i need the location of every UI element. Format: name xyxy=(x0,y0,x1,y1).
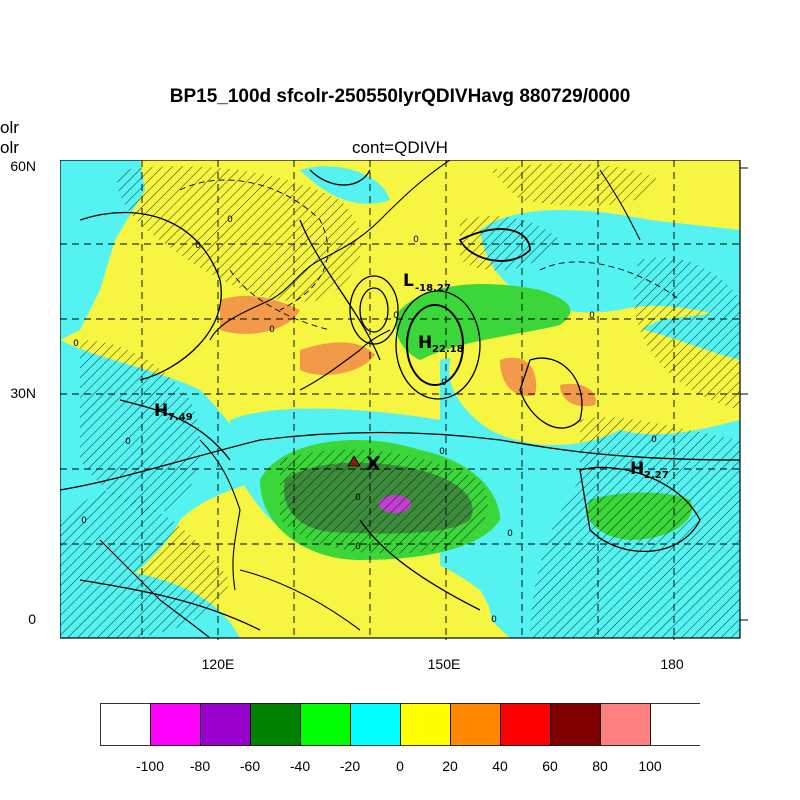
contour-top xyxy=(309,169,371,186)
high-marker-3-value: 2.27 xyxy=(644,470,669,481)
contour-dashed-3 xyxy=(229,269,331,331)
lat-label-60n: 60N xyxy=(10,158,36,174)
contour-high-inner xyxy=(406,304,464,386)
coastline-kamchatka xyxy=(599,169,641,241)
contour-label-zero: 0 xyxy=(195,241,201,251)
colorbar-label: -60 xyxy=(239,758,261,774)
contour-dashed-2 xyxy=(539,261,681,301)
contour-label-zero: 0 xyxy=(491,615,497,625)
lon-label-150e: 150E xyxy=(427,656,461,672)
lon-label-180: 180 xyxy=(660,656,684,672)
contour-high-outer xyxy=(395,290,481,400)
shading-orange-2 xyxy=(300,342,375,375)
shading-orange-1 xyxy=(220,295,300,334)
colorbar-cell xyxy=(200,703,251,746)
colorbar-cell xyxy=(400,703,451,746)
hatch-region-3 xyxy=(60,490,230,638)
map-plot: 0 0 0 0 0 0 0 0 0 0 0 0 0 0 0 0 H 7.49 H… xyxy=(60,160,748,640)
contour-label-zero: 0 xyxy=(439,447,445,457)
high-marker-1-value: 7.49 xyxy=(168,412,193,423)
colorbar-cell xyxy=(450,703,501,746)
lon-label-120e: 120E xyxy=(201,656,235,672)
contour-east-south-loop xyxy=(579,466,701,553)
coastline-borneo xyxy=(99,539,211,638)
shading-yellow-south xyxy=(316,540,492,638)
contour-low-inner xyxy=(359,287,389,333)
map-frame xyxy=(60,160,741,639)
contour-label-zero: 0 xyxy=(413,235,419,245)
colorbar-cell xyxy=(350,703,401,746)
low-marker-value: -18.27 xyxy=(415,283,451,294)
colorbar-label: -40 xyxy=(289,758,311,774)
colorbar-label: -80 xyxy=(189,758,211,774)
x-marker: X xyxy=(366,453,381,475)
high-marker-2-letter: H xyxy=(418,333,432,353)
contour-dashed-1 xyxy=(179,179,329,311)
hatch-region-1 xyxy=(117,166,362,302)
contour-label-zero: 0 xyxy=(227,215,233,225)
contour-west-line xyxy=(119,399,231,461)
contour-label-zero: 0 xyxy=(73,339,79,349)
colorbar-cell xyxy=(250,703,301,746)
contour-label-zero: 0 xyxy=(393,311,399,321)
colorbar-cell xyxy=(100,703,151,746)
coastline-philippines xyxy=(199,439,241,591)
plot-subtitle: cont=QDIVH xyxy=(352,138,448,157)
contour-southwest-line xyxy=(79,579,261,631)
colorbar-label: -100 xyxy=(135,758,165,774)
coastline-newguinea xyxy=(239,569,361,631)
left-clipped-label-1: olr xyxy=(0,118,19,137)
contour-low-mid xyxy=(349,275,399,345)
high-marker-2-value: 22.18 xyxy=(432,344,464,355)
shading-green-north xyxy=(396,284,571,360)
contour-label-zero: 0 xyxy=(355,493,361,503)
hatch-region-8 xyxy=(490,163,660,206)
colorbar-cell xyxy=(150,703,201,746)
hatch-region-4 xyxy=(530,417,740,638)
colorbar-cell xyxy=(300,703,351,746)
contour-south-line xyxy=(359,519,481,611)
contour-zero-band xyxy=(60,431,740,491)
contour-label-zero: 0 xyxy=(589,311,595,321)
high-marker-3-letter: H xyxy=(630,459,644,479)
low-marker-letter: L xyxy=(403,271,414,291)
colorbar-label: 40 xyxy=(492,758,508,774)
left-clipped-label-2: olr xyxy=(0,138,19,157)
colorbar-label: 0 xyxy=(396,758,404,774)
contour-label-zero: 0 xyxy=(441,378,447,388)
colorbar-cell xyxy=(600,703,651,746)
shading-cyan-northwest xyxy=(60,160,145,340)
plot-title: BP15_100d sfcolr-250550lyrQDIVHavg 88072… xyxy=(169,86,631,107)
coastline-japan xyxy=(299,329,391,391)
shading-orange-4 xyxy=(560,383,596,407)
colorbar-cell xyxy=(650,703,700,746)
triangle-marker xyxy=(347,455,361,467)
contour-label-zero: 0 xyxy=(125,437,131,447)
hatch-region-6 xyxy=(460,216,560,271)
lat-label-0: 0 xyxy=(28,611,36,627)
contour-northeast-loop xyxy=(458,228,531,262)
contour-label-zero: 0 xyxy=(269,325,275,335)
contour-label-zero: 0 xyxy=(355,542,361,552)
colorbar-label: 80 xyxy=(592,758,608,774)
colorbar-label: 20 xyxy=(442,758,458,774)
contour-label-zero: 0 xyxy=(81,516,87,526)
hatch-region-5 xyxy=(633,257,740,410)
colorbar-label: -20 xyxy=(339,758,361,774)
contour-label-zero: 0 xyxy=(507,529,513,539)
colorbar-cell xyxy=(550,703,601,746)
contour-east-loop xyxy=(519,357,583,429)
colorbar xyxy=(100,703,700,746)
hatch-region-7 xyxy=(280,449,488,554)
contour-line-2 xyxy=(299,219,381,361)
colorbar-cell xyxy=(500,703,551,746)
contour-label-zero: 0 xyxy=(651,435,657,445)
colorbar-label: 60 xyxy=(542,758,558,774)
contour-line-1 xyxy=(79,212,222,381)
coastline-asia xyxy=(209,160,451,341)
colorbar-label: 100 xyxy=(638,758,662,774)
lat-label-30n: 30N xyxy=(10,385,36,401)
high-marker-1-letter: H xyxy=(154,401,168,421)
